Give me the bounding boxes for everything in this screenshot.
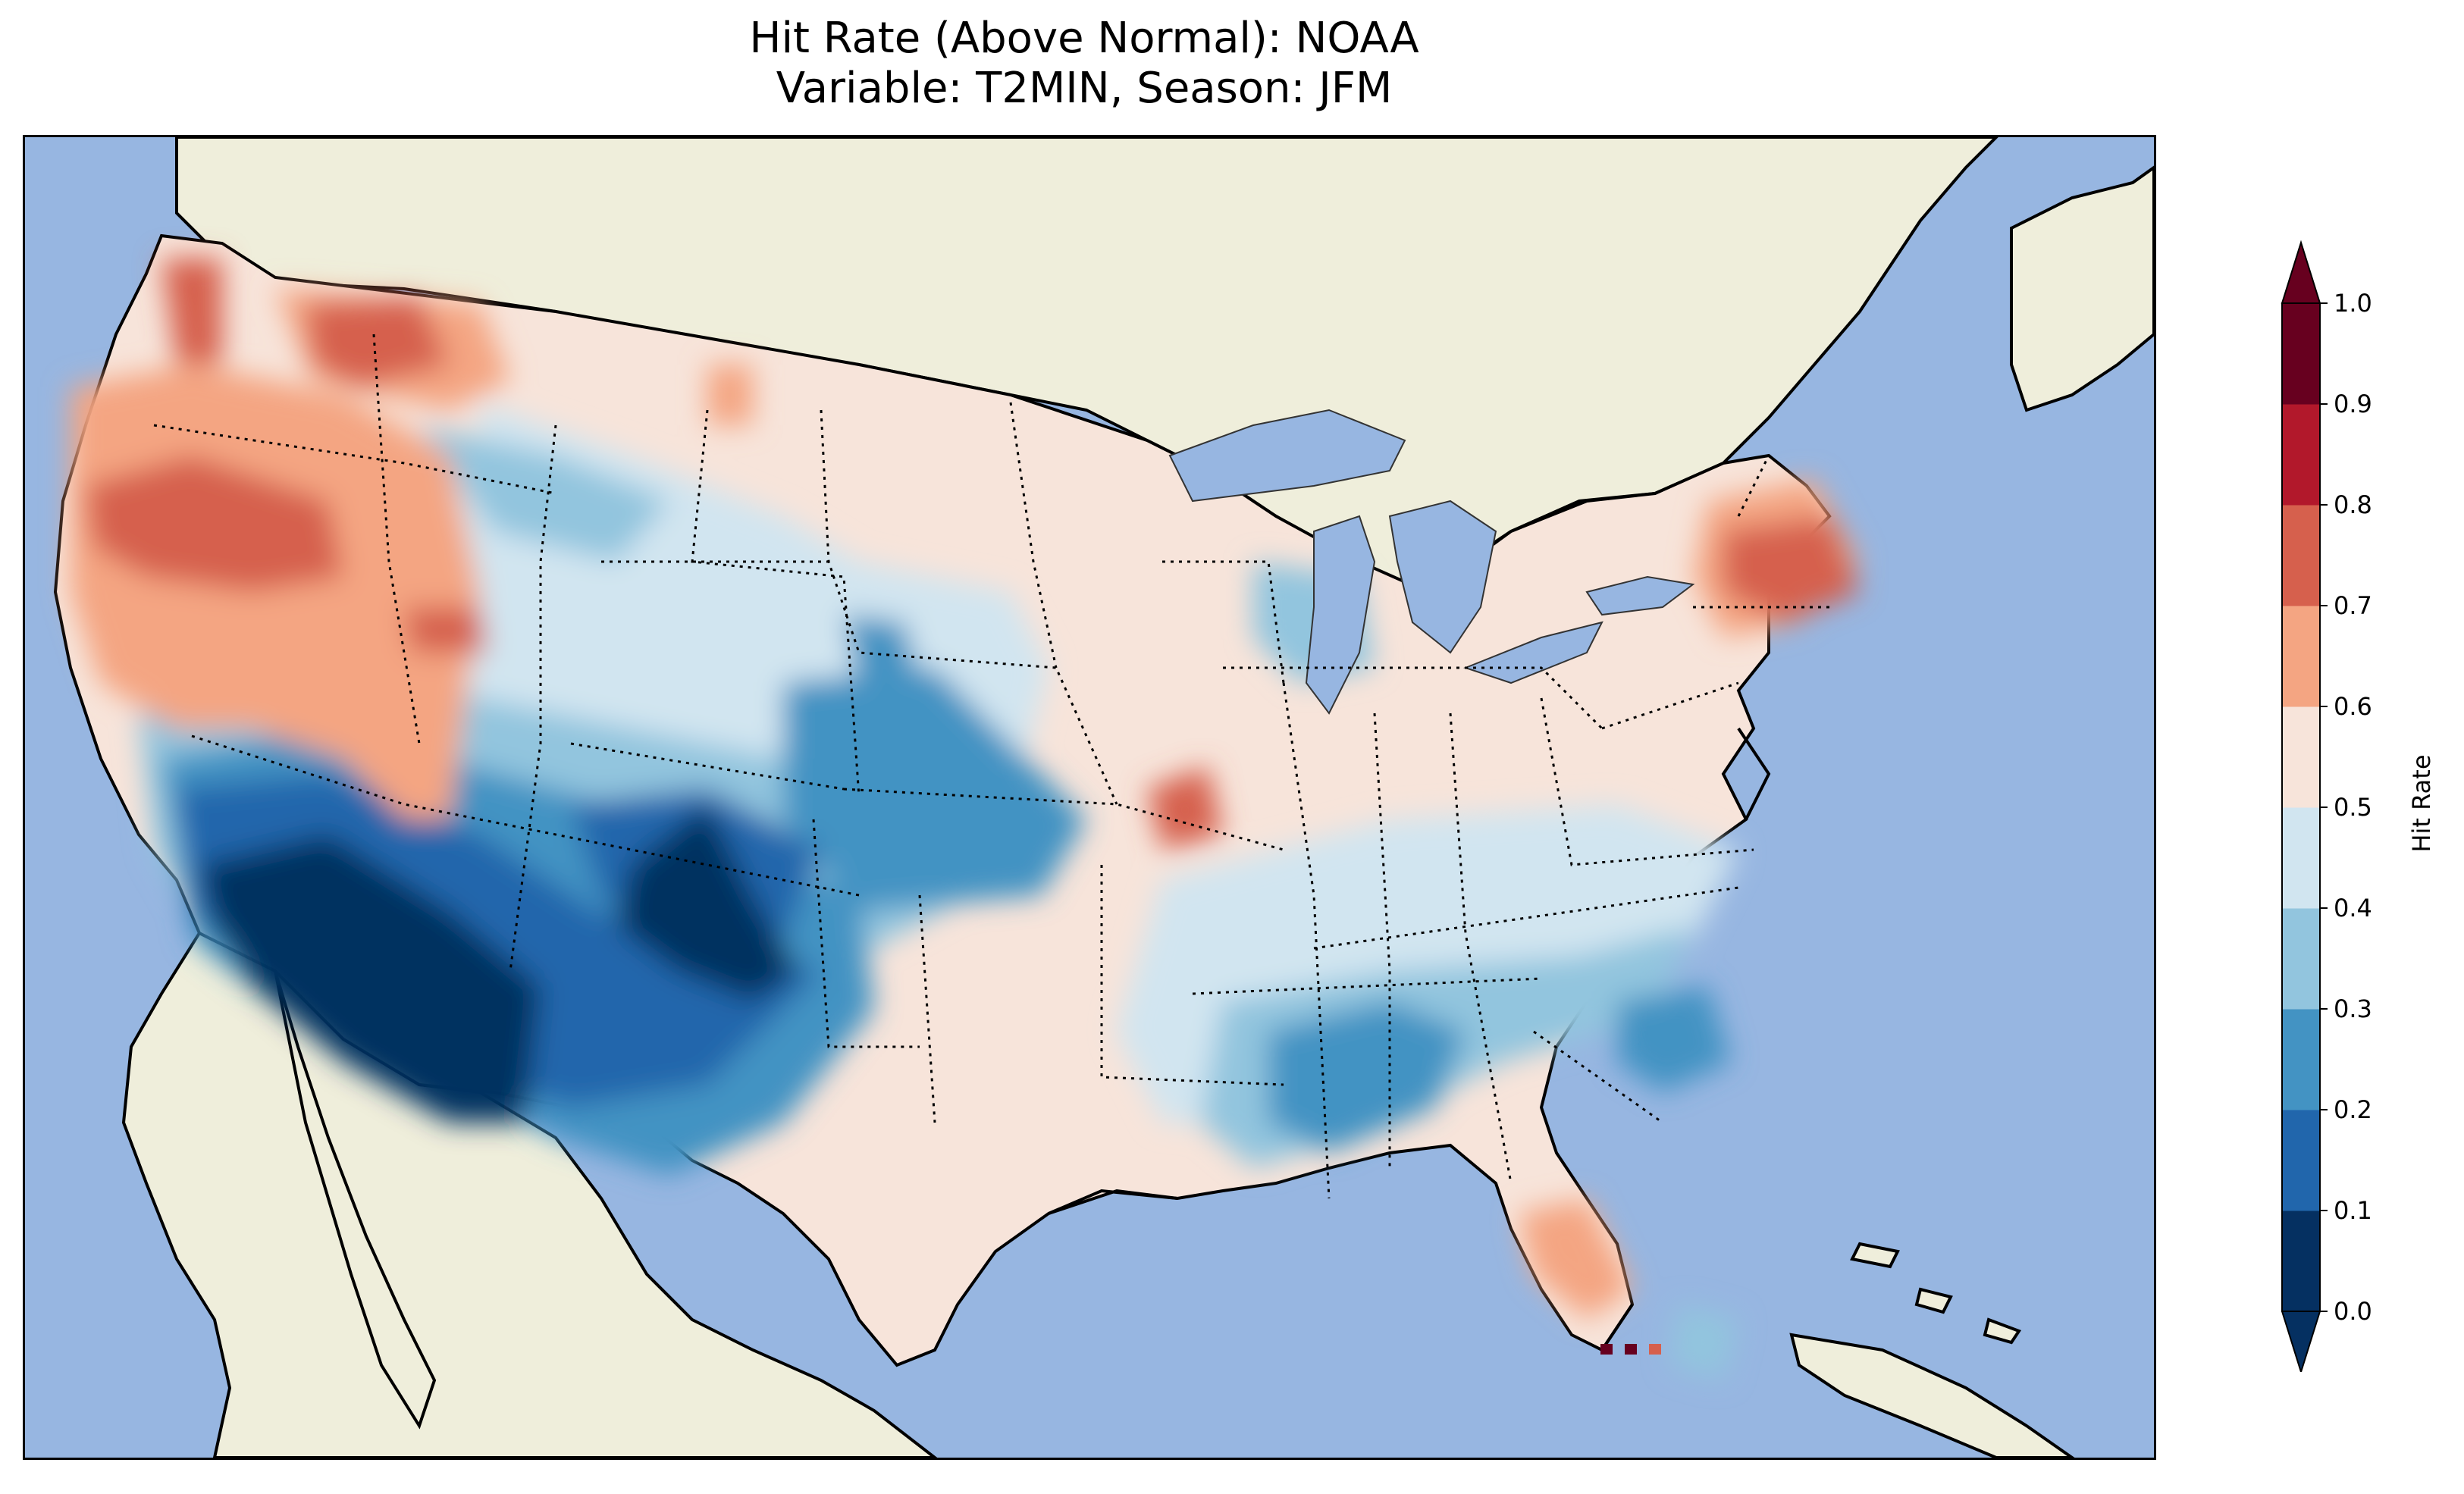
- colorbar-bin: [2282, 807, 2320, 909]
- map-panel: [23, 135, 2156, 1460]
- bahamas-island-2: [1914, 1287, 1953, 1314]
- title-line-1: Hit Rate (Above Normal): NOAA: [749, 14, 1419, 63]
- colorbar-tick-label: 1.0: [2334, 289, 2372, 318]
- bahamas-island-3: [1983, 1317, 2022, 1345]
- colorbar-bin: [2282, 1211, 2320, 1312]
- colorbar-bin: [2282, 1009, 2320, 1110]
- map-title: Hit Rate (Above Normal): NOAA Variable: …: [0, 14, 2168, 114]
- bahamas-island-1: [1850, 1242, 1900, 1269]
- colorbar-tick-label: 0.6: [2334, 692, 2372, 721]
- colorbar-bin: [2282, 706, 2320, 808]
- colorbar-ticks: 0.0 0.1 0.2 0.3 0.4 0.5 0.6 0.7 0.8 0.9 1.0: [2320, 289, 2372, 1326]
- colorbar-bin: [2282, 404, 2320, 506]
- map-canvas: [53, 137, 2154, 1458]
- maritime-land: [2010, 165, 2154, 412]
- colorbar-bin: [2282, 303, 2320, 405]
- cuba-land: [1789, 1333, 2075, 1458]
- land: [121, 137, 2154, 1458]
- colorbar-tick-label: 0.9: [2334, 390, 2372, 418]
- baja-land: [274, 970, 437, 1430]
- hit-rate-field: [71, 258, 1860, 1380]
- colorbar-extend-min: [2281, 1311, 2321, 1372]
- lake-ontario: [1585, 575, 1695, 616]
- colorbar-bin: [2282, 1110, 2320, 1211]
- colorbar-bin: [2282, 606, 2320, 707]
- lake-michigan: [1305, 515, 1376, 715]
- title-line-2: Variable: T2MIN, Season: JFM: [776, 64, 1393, 113]
- colorbar-bins: [2281, 240, 2321, 1372]
- water-bodies: [1168, 409, 1695, 715]
- colorbar-tick-label: 0.2: [2334, 1095, 2372, 1124]
- colorbar: 0.0 0.1 0.2 0.3 0.4 0.5 0.6 0.7 0.8 0.9 1.0: [2281, 240, 2372, 1372]
- lake-superior: [1168, 409, 1406, 503]
- state-borders: [153, 334, 1829, 1199]
- coastline: [1048, 727, 1771, 1351]
- colorbar-label: Hit Rate: [2407, 754, 2436, 853]
- colorbar-tick-label: 0.4: [2334, 894, 2372, 922]
- florida-keys-cells: [1600, 1344, 1661, 1355]
- colorbar-tick-label: 0.0: [2334, 1297, 2372, 1326]
- colorbar-tick-label: 0.1: [2334, 1196, 2372, 1225]
- colorbar-tick-label: 0.3: [2334, 994, 2372, 1023]
- colorbar-bin: [2282, 505, 2320, 606]
- colorbar-extend-max: [2281, 240, 2321, 304]
- colorbar-tick-label: 0.5: [2334, 793, 2372, 822]
- colorbar-tick-label: 0.7: [2334, 591, 2372, 620]
- lake-huron: [1388, 500, 1497, 654]
- colorbar-tick-label: 0.8: [2334, 490, 2372, 519]
- colorbar-bin: [2282, 908, 2320, 1010]
